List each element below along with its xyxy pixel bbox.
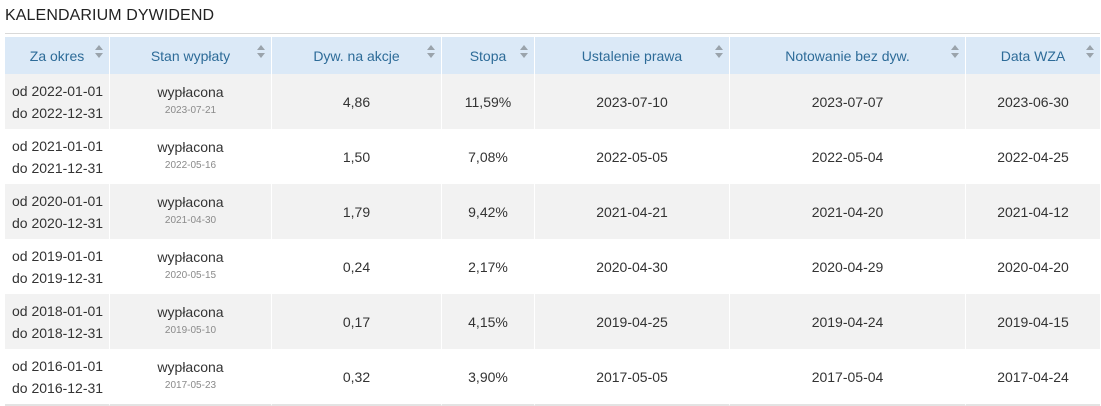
status-cell: wypłacona 2017-05-23 [110,349,272,406]
period-from: od 2021-01-01 [12,137,104,154]
dividend-rate: 11,59% [442,74,535,129]
dividend-per-share: 1,79 [272,184,442,239]
page-title: KALENDARIUM DYWIDEND [5,7,215,24]
dividend-per-share: 0,24 [272,239,442,294]
agm-date: 2017-04-24 [966,349,1100,406]
dividend-rate: 3,90% [442,349,535,406]
table-header: Za okres Stan wypłaty Dyw. na akcje Stop… [5,37,1100,74]
payment-date: 2017-05-23 [164,380,217,391]
payment-date: 2022-05-16 [164,160,217,171]
status-label: wypłacona [157,194,224,210]
table-body: od 2022-01-01 do 2022-12-31 wypłacona 20… [5,74,1100,406]
agm-date: 2021-04-12 [966,184,1100,239]
period-from: od 2019-01-01 [12,247,104,264]
period-to: do 2022-12-31 [12,104,104,121]
dividend-calendar-table: Za okres Stan wypłaty Dyw. na akcje Stop… [5,37,1100,406]
table-row: od 2020-01-01 do 2020-12-31 wypłacona 20… [5,184,1100,239]
period-to: do 2019-12-31 [12,269,104,286]
dividend-per-share: 1,50 [272,129,442,184]
record-date: 2021-04-21 [535,184,730,239]
agm-date: 2022-04-25 [966,129,1100,184]
payment-date: 2019-05-10 [164,325,217,336]
payment-date: 2020-05-15 [164,270,217,281]
period-to: do 2016-12-31 [12,379,104,396]
ex-dividend-date: 2017-05-04 [730,349,966,406]
period-cell: od 2019-01-01 do 2019-12-31 [5,239,110,294]
status-cell: wypłacona 2021-04-30 [110,184,272,239]
period-from: od 2022-01-01 [12,82,104,99]
column-header-record-date[interactable]: Ustalenie prawa [535,37,730,74]
status-label: wypłacona [157,249,224,265]
status-cell: wypłacona 2020-05-15 [110,239,272,294]
period-cell: od 2018-01-01 do 2018-12-31 [5,294,110,349]
ex-dividend-date: 2020-04-29 [730,239,966,294]
column-header-dividend[interactable]: Dyw. na akcje [272,37,442,74]
period-cell: od 2020-01-01 do 2020-12-31 [5,184,110,239]
column-header-period[interactable]: Za okres [5,37,110,74]
sort-arrows-icon[interactable] [520,45,528,59]
header-row: Za okres Stan wypłaty Dyw. na akcje Stop… [5,37,1100,74]
ex-dividend-date: 2022-05-04 [730,129,966,184]
sort-arrows-icon[interactable] [715,45,723,59]
dividend-rate: 2,17% [442,239,535,294]
column-header-agm-date[interactable]: Data WZA [966,37,1100,74]
column-header-status[interactable]: Stan wypłaty [110,37,272,74]
agm-date: 2020-04-20 [966,239,1100,294]
title-divider [5,33,1100,34]
column-header-label: Ustalenie prawa [581,47,683,64]
status-cell: wypłacona 2023-07-21 [110,74,272,129]
dividend-rate: 4,15% [442,294,535,349]
column-header-label: Notowanie bez dyw. [785,47,910,64]
period-cell: od 2022-01-01 do 2022-12-31 [5,74,110,129]
record-date: 2020-04-30 [535,239,730,294]
status-label: wypłacona [157,84,224,100]
column-header-ex-date[interactable]: Notowanie bez dyw. [730,37,966,74]
table-row: od 2021-01-01 do 2021-12-31 wypłacona 20… [5,129,1100,184]
sort-arrows-icon[interactable] [427,45,435,59]
column-header-label: Data WZA [1000,47,1066,64]
column-header-label: Stopa [469,47,507,64]
column-header-rate[interactable]: Stopa [442,37,535,74]
dividend-per-share: 0,32 [272,349,442,406]
status-cell: wypłacona 2022-05-16 [110,129,272,184]
table-row: od 2018-01-01 do 2018-12-31 wypłacona 20… [5,294,1100,349]
payment-date: 2023-07-21 [164,105,217,116]
column-header-label: Stan wypłaty [150,47,231,64]
record-date: 2023-07-10 [535,74,730,129]
dividend-rate: 7,08% [442,129,535,184]
column-header-label: Za okres [29,47,85,64]
sort-arrows-icon[interactable] [951,45,959,59]
ex-dividend-date: 2019-04-24 [730,294,966,349]
record-date: 2019-04-25 [535,294,730,349]
table-row: od 2016-01-01 do 2016-12-31 wypłacona 20… [5,349,1100,406]
sort-arrows-icon[interactable] [257,45,265,59]
period-to: do 2021-12-31 [12,159,104,176]
record-date: 2022-05-05 [535,129,730,184]
table-row: od 2022-01-01 do 2022-12-31 wypłacona 20… [5,74,1100,129]
period-to: do 2020-12-31 [12,214,104,231]
dividend-rate: 9,42% [442,184,535,239]
ex-dividend-date: 2023-07-07 [730,74,966,129]
sort-arrows-icon[interactable] [1086,45,1094,59]
period-from: od 2018-01-01 [12,302,104,319]
record-date: 2017-05-05 [535,349,730,406]
agm-date: 2023-06-30 [966,74,1100,129]
ex-dividend-date: 2021-04-20 [730,184,966,239]
agm-date: 2019-04-15 [966,294,1100,349]
table-row: od 2019-01-01 do 2019-12-31 wypłacona 20… [5,239,1100,294]
status-label: wypłacona [157,359,224,375]
dividend-per-share: 4,86 [272,74,442,129]
period-from: od 2020-01-01 [12,192,104,209]
status-label: wypłacona [157,304,224,320]
period-cell: od 2021-01-01 do 2021-12-31 [5,129,110,184]
period-cell: od 2016-01-01 do 2016-12-31 [5,349,110,406]
column-header-label: Dyw. na akcje [313,47,400,64]
sort-arrows-icon[interactable] [95,45,103,59]
period-from: od 2016-01-01 [12,357,104,374]
period-to: do 2018-12-31 [12,324,104,341]
status-label: wypłacona [157,139,224,155]
status-cell: wypłacona 2019-05-10 [110,294,272,349]
payment-date: 2021-04-30 [164,215,217,226]
dividend-per-share: 0,17 [272,294,442,349]
